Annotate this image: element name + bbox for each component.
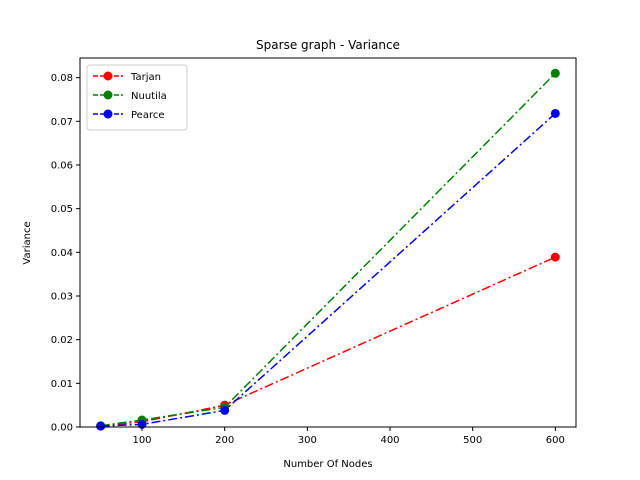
legend-marker-tarjan bbox=[103, 71, 113, 81]
plot-frame bbox=[79, 57, 577, 428]
legend: Tarjan Nuutila Pearce bbox=[86, 64, 188, 131]
legend-label-tarjan: Tarjan bbox=[130, 72, 161, 83]
legend-label-pearce: Pearce bbox=[131, 110, 165, 121]
x-tick-label: 200 bbox=[215, 435, 234, 446]
x-tick-label: 600 bbox=[546, 435, 565, 446]
data-point-nuutila-3 bbox=[550, 68, 560, 78]
y-axis-label: Variance bbox=[22, 221, 33, 264]
data-point-pearce-2 bbox=[220, 405, 230, 415]
y-tick-label: 0.06 bbox=[51, 160, 73, 171]
plot-area: 100 200 300 400 500 600 0.00 0.01 0.02 0.03 0.04 0.… bbox=[51, 57, 577, 446]
y-tick-label: 0.05 bbox=[51, 204, 73, 215]
y-tick-label: 0.08 bbox=[51, 73, 73, 84]
data-point-pearce-3 bbox=[550, 108, 560, 118]
x-axis-label: Number Of Nodes bbox=[283, 459, 372, 470]
y-tick-label: 0.01 bbox=[51, 379, 73, 390]
y-tick-label: 0.07 bbox=[51, 117, 73, 128]
series-line-pearce bbox=[100, 112, 556, 427]
x-tick-label: 100 bbox=[132, 435, 151, 446]
y-tick-label: 0.04 bbox=[51, 248, 73, 259]
y-tick-label: 0.02 bbox=[51, 335, 73, 346]
y-tick-label: 0.03 bbox=[51, 291, 73, 302]
legend-label-nuutila: Nuutila bbox=[131, 91, 167, 102]
legend-marker-pearce bbox=[103, 109, 113, 119]
legend-marker-nuutila bbox=[103, 90, 113, 100]
chart-title: Sparse graph - Variance bbox=[256, 38, 400, 52]
x-tick-label: 400 bbox=[380, 435, 399, 446]
x-tick-label: 500 bbox=[463, 435, 482, 446]
data-point-tarjan-3 bbox=[550, 252, 560, 262]
x-tick-label: 300 bbox=[298, 435, 317, 446]
series-line-nuutila bbox=[100, 72, 556, 427]
y-tick-label: 0.00 bbox=[51, 423, 73, 434]
data-point-pearce-0 bbox=[96, 421, 106, 431]
series-line-tarjan bbox=[100, 256, 556, 427]
